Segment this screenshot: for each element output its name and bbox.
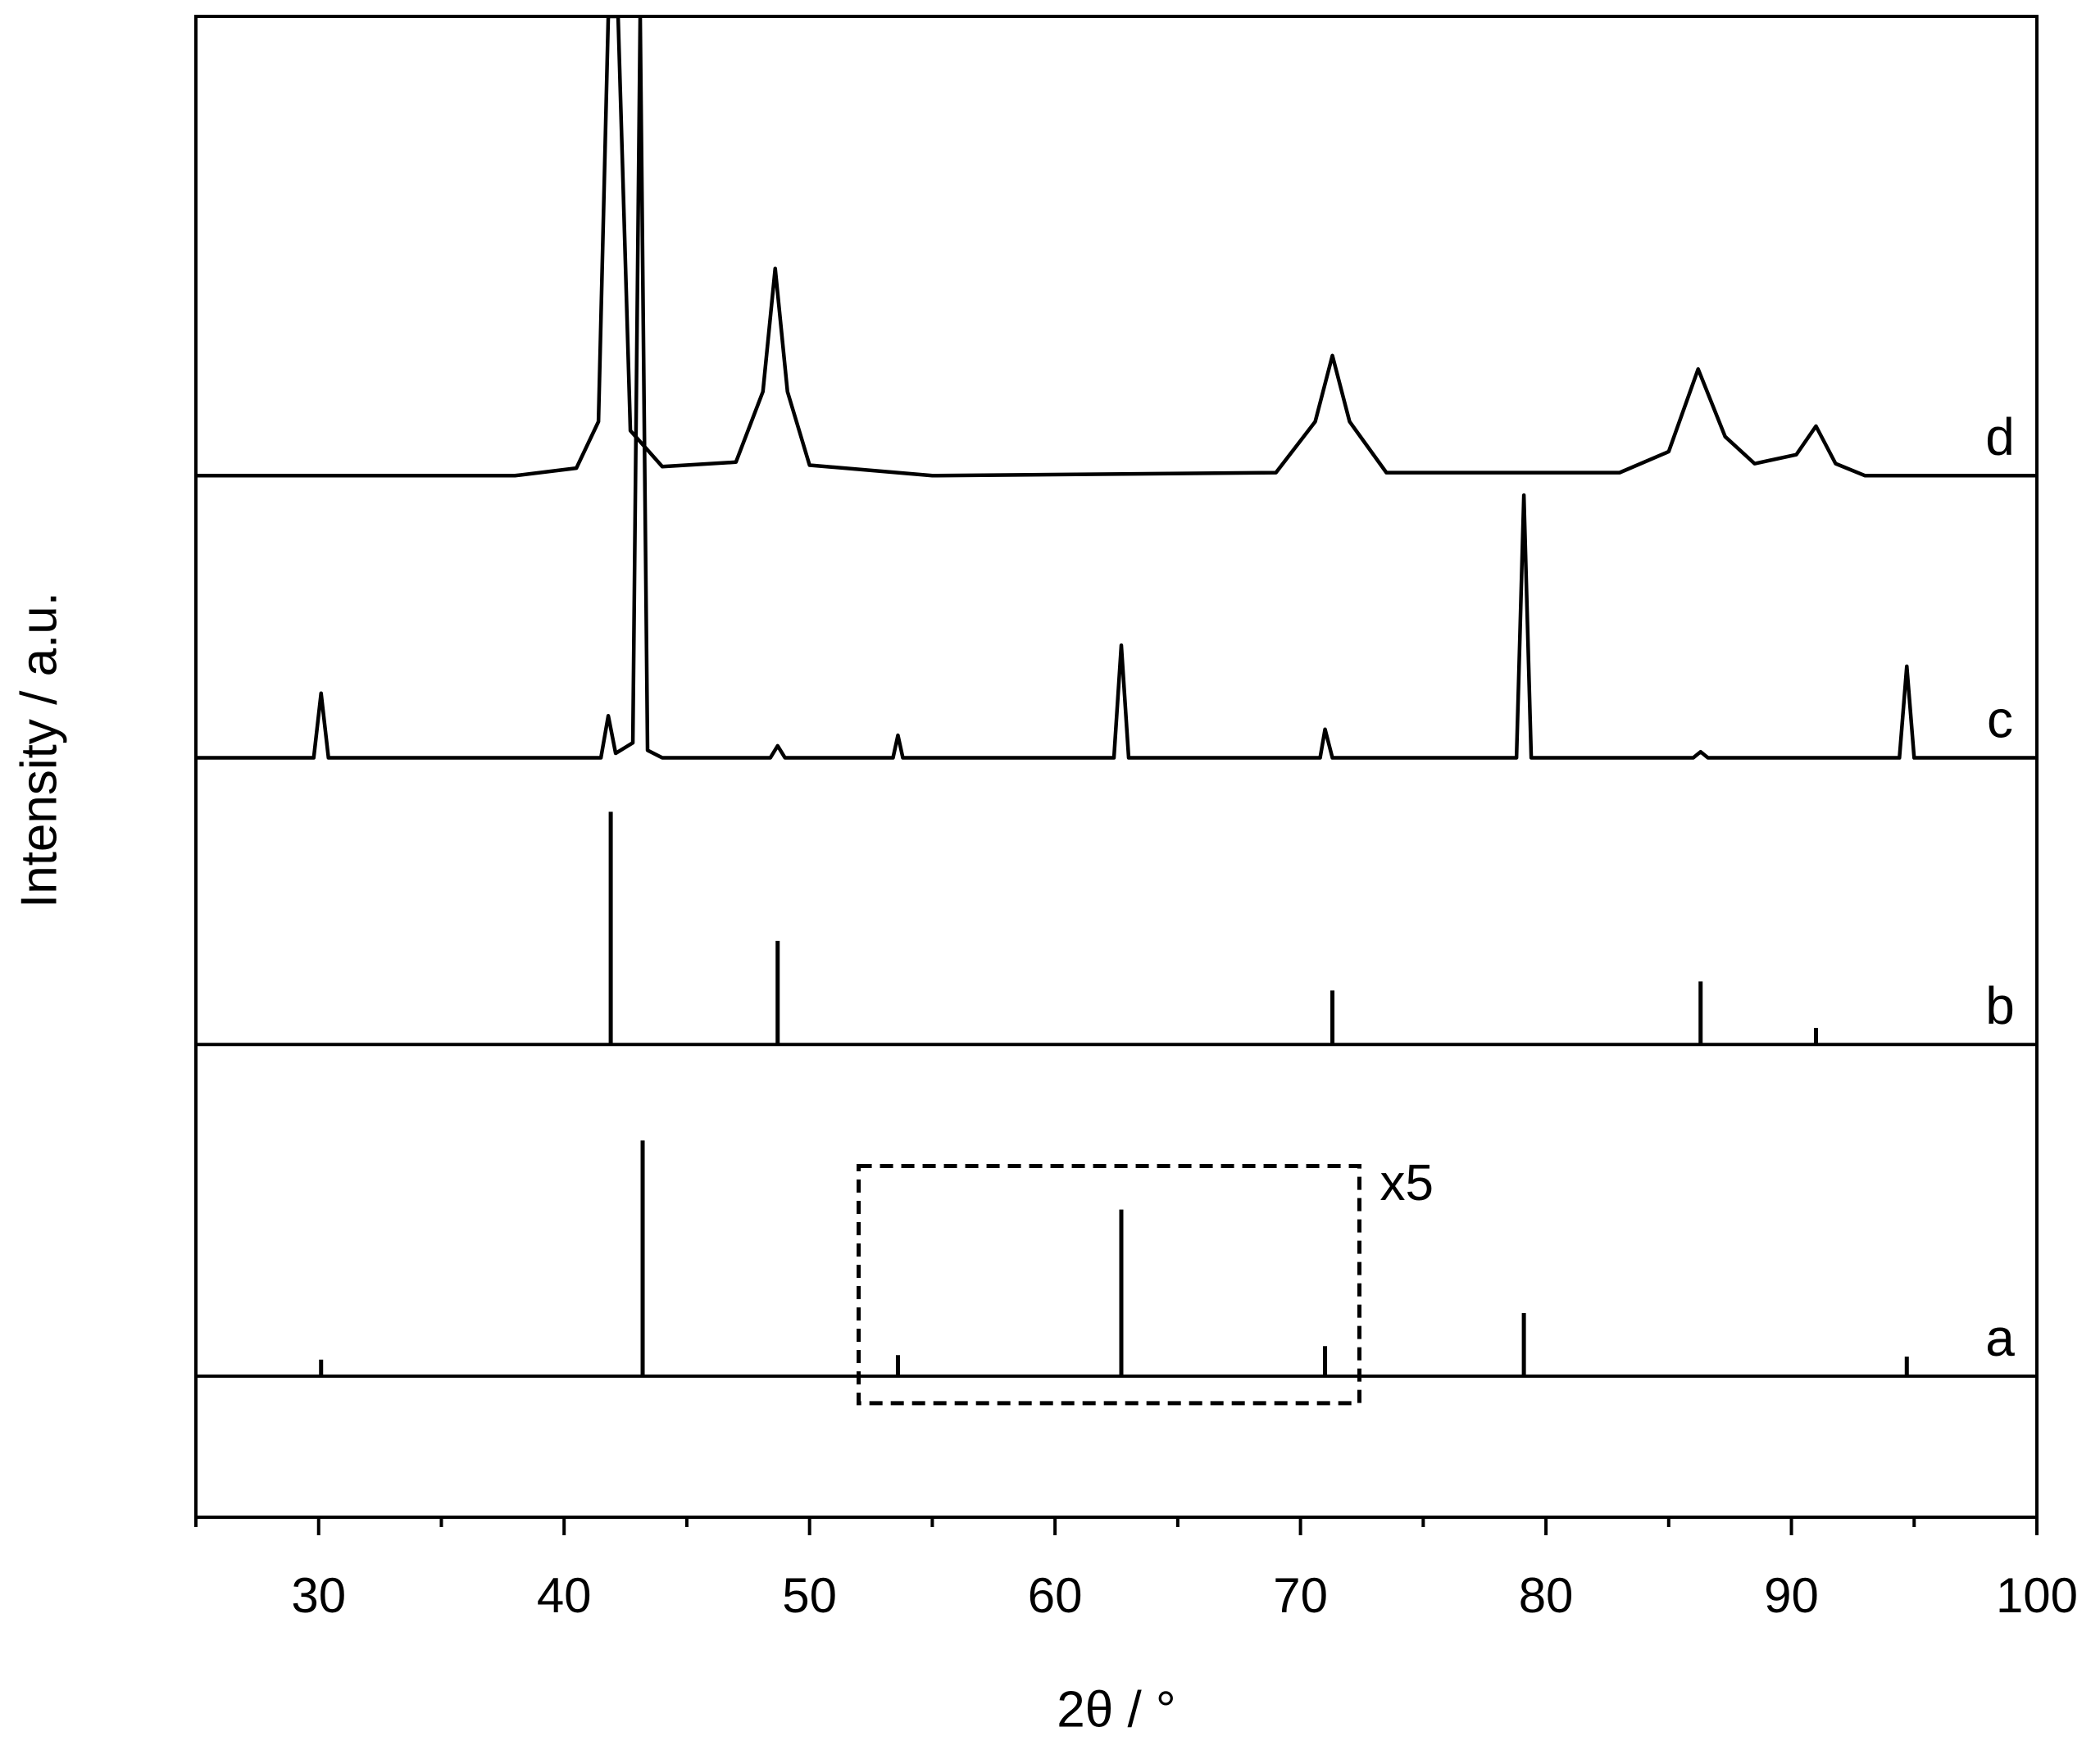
x-axis-label: 2θ / ° [1057,1681,1175,1738]
y-axis-label: Intensity / a.u. [11,592,67,908]
plot-frame [194,15,2039,1519]
x-tick-label: 30 [291,1568,346,1623]
spectrum-line [196,16,2037,760]
plot-area [196,16,2037,1378]
series-label: d [1985,407,2015,466]
x-tick-label: 80 [1519,1568,1574,1623]
series-label: a [1985,1308,2015,1367]
x-tick-label: 100 [1996,1568,2078,1623]
x-tick-label: 60 [1028,1568,1083,1623]
annotation-box [857,1164,1361,1406]
annotation-label: x5 [1380,1155,1433,1211]
x-tick-label: 50 [782,1568,837,1623]
x-tick-label: 70 [1273,1568,1328,1623]
x-tick-label: 90 [1764,1568,1819,1623]
series-label: c [1987,689,2013,748]
x-tick-label: 40 [537,1568,592,1623]
spectrum-line [196,16,2037,478]
series-label: b [1985,976,2015,1035]
